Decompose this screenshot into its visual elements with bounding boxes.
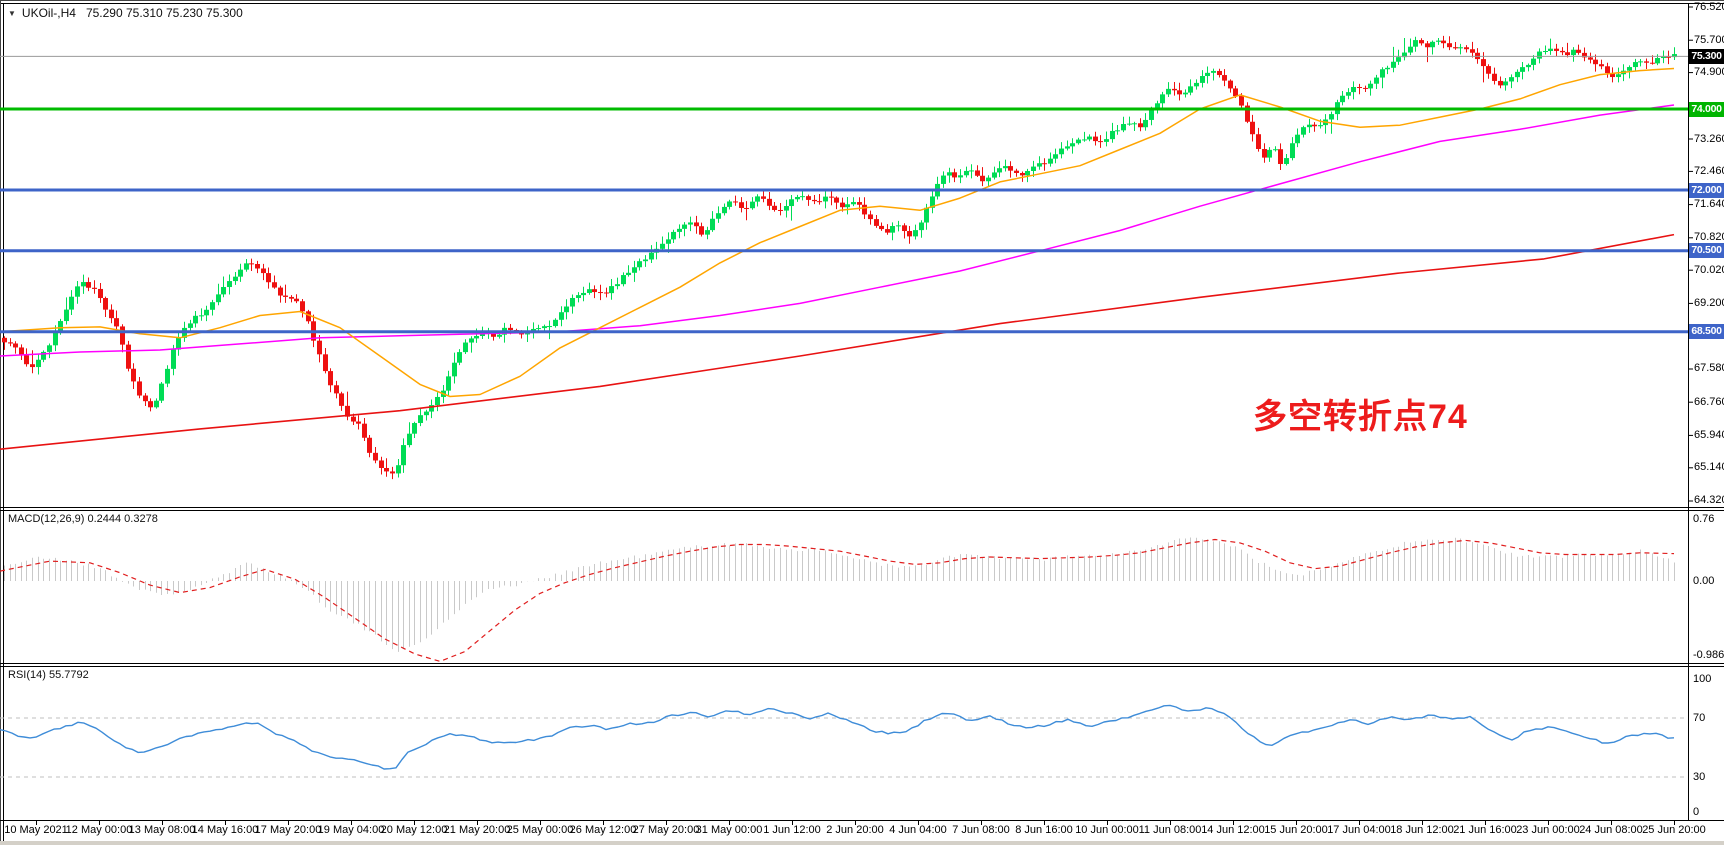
price-axis-label: 70.820	[1694, 231, 1724, 244]
time-axis-label: 18 Jun 12:00	[1390, 824, 1454, 836]
time-axis-label: 23 Jun 00:00	[1516, 824, 1580, 836]
rsi-axis-label: 30	[1693, 770, 1706, 783]
price-axis-label: 65.140	[1694, 461, 1724, 474]
rsi-indicator-label: RSI(14) 55.7792	[8, 669, 89, 681]
time-axis-label: 7 Jun 08:00	[952, 824, 1010, 836]
moving-averages	[0, 67, 1675, 450]
price-axis-label: 75.700	[1694, 33, 1724, 46]
rsi-axis-label: 70	[1693, 711, 1706, 724]
price-badge: 70.500	[1689, 243, 1724, 259]
price-axis-label: 73.260	[1694, 132, 1724, 145]
time-axis-label: 10 Jun 00:00	[1075, 824, 1139, 836]
time-axis-label: 11 Jun 08:00	[1138, 824, 1202, 836]
time-axis-label: 12 May 00:00	[65, 824, 133, 836]
price-axis-label: 64.320	[1694, 494, 1724, 507]
time-axis-label: 17 Jun 04:00	[1327, 824, 1391, 836]
chart-title-row: ▼ UKOil-,H4 75.290 75.310 75.230 75.300	[8, 6, 243, 20]
time-axis-label: 27 May 20:00	[632, 824, 700, 836]
macd-axis-label: 0.00	[1693, 574, 1715, 587]
price-axis-label: 74.900	[1694, 66, 1724, 79]
time-axis-label: 2 Jun 20:00	[826, 824, 884, 836]
time-axis-label: 8 Jun 16:00	[1015, 824, 1073, 836]
ma-mid-magenta-line	[0, 104, 1675, 357]
time-axis-label: 19 May 04:00	[317, 824, 385, 836]
price-axis-label: 70.020	[1694, 263, 1724, 276]
symbol-period-label: UKOil-,H4	[21, 6, 76, 20]
price-axis-label: 66.760	[1694, 395, 1724, 408]
time-axis-label: 25 May 00:00	[506, 824, 574, 836]
ohlc-values: 75.290 75.310 75.230 75.300	[85, 6, 243, 20]
macd-indicator-label: MACD(12,26,9) 0.2444 0.3278	[8, 513, 158, 525]
price-badge: 75.300	[1689, 48, 1724, 64]
horizontal-line-objects	[0, 55, 1688, 334]
macd-axis-label: 0.76	[1693, 512, 1715, 525]
price-axis-label: 71.640	[1694, 198, 1724, 211]
price-axis-label: 76.520	[1694, 0, 1724, 13]
time-axis-label: 24 Jun 08:00	[1579, 824, 1643, 836]
rsi-panel-series	[0, 704, 1688, 778]
macd-axis-label: -0.9862	[1693, 648, 1724, 661]
symbol-dropdown-icon[interactable]: ▼	[8, 8, 16, 18]
time-axis-label: 10 May 2021	[4, 824, 68, 836]
price-axis-label: 72.460	[1694, 164, 1724, 177]
time-axis-label: 26 May 12:00	[569, 824, 637, 836]
macd-panel-series	[0, 537, 1675, 662]
time-axis-label: 14 May 16:00	[191, 824, 259, 836]
time-axis-label: 21 Jun 16:00	[1453, 824, 1517, 836]
annotation-text[interactable]: 多空转折点74	[1253, 398, 1468, 436]
rsi-panel-area[interactable]	[0, 666, 1688, 820]
time-axis-label: 25 Jun 20:00	[1642, 824, 1706, 836]
price-badge: 68.500	[1689, 324, 1724, 340]
price-axis-label: 69.200	[1694, 296, 1724, 309]
rsi-axis-label: 100	[1693, 672, 1712, 685]
time-axis-label: 20 May 12:00	[380, 824, 448, 836]
window-bottom-strip	[0, 841, 1724, 845]
time-axis-label: 15 Jun 20:00	[1264, 824, 1328, 836]
price-axis-label: 67.580	[1694, 362, 1724, 375]
macd-signal-line	[0, 538, 1675, 662]
time-axis-label: 14 Jun 12:00	[1201, 824, 1265, 836]
rsi-line	[0, 704, 1675, 770]
time-axis-label: 1 Jun 12:00	[763, 824, 821, 836]
price-axis[interactable]	[1688, 0, 1724, 820]
candlestick-series	[2, 35, 1677, 480]
price-axis-label: 65.940	[1694, 428, 1724, 441]
time-axis-label: 31 May 00:00	[695, 824, 763, 836]
time-axis-label: 21 May 20:00	[443, 824, 511, 836]
time-axis-label: 13 May 08:00	[128, 824, 196, 836]
ma-slow-red-line	[0, 233, 1675, 450]
axis-ticks	[36, 6, 1693, 825]
time-axis-label: 17 May 20:00	[254, 824, 322, 836]
ma-fast-orange-line	[0, 67, 1675, 398]
price-badge: 74.000	[1689, 101, 1724, 117]
time-axis-label: 4 Jun 04:00	[889, 824, 947, 836]
price-badge: 72.000	[1689, 182, 1724, 198]
macd-panel-area[interactable]	[0, 511, 1688, 663]
rsi-axis-label: 0	[1693, 805, 1700, 818]
